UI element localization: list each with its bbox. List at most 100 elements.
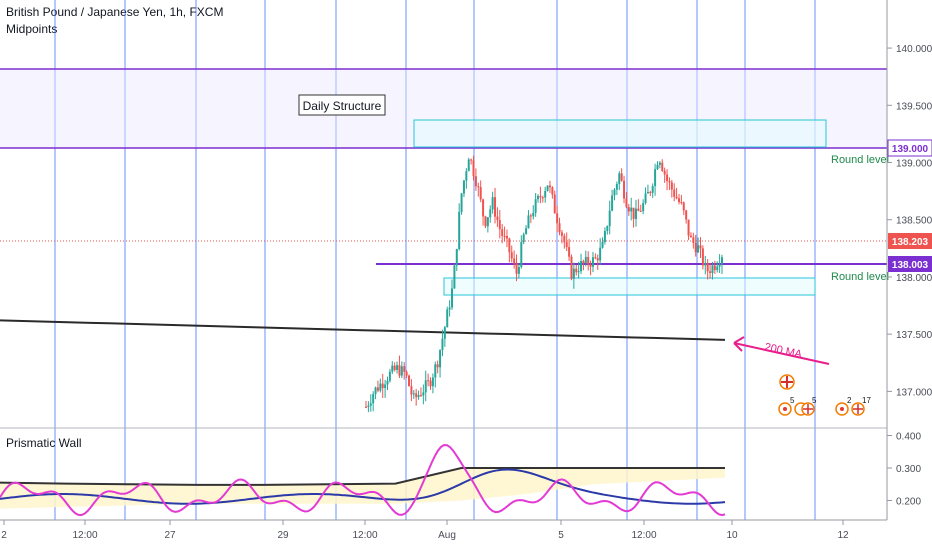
- candle-down: [661, 162, 664, 171]
- candle-down: [670, 182, 673, 190]
- candle-down: [694, 243, 697, 253]
- price-tick-label: 140.000: [896, 44, 932, 55]
- candle-up: [704, 263, 707, 266]
- candle-down: [668, 180, 671, 183]
- candle-up: [489, 209, 492, 218]
- candle-down: [419, 395, 422, 397]
- candle-up: [603, 230, 606, 242]
- lower-zone-box[interactable]: [443, 277, 816, 296]
- candle-down: [427, 380, 430, 382]
- upper-zone-box[interactable]: [413, 119, 827, 148]
- candle-down: [501, 229, 504, 237]
- candle-down: [398, 365, 401, 376]
- candle-up: [584, 256, 587, 263]
- candle-down: [484, 216, 487, 227]
- time-tick-label: 12:00: [72, 530, 97, 541]
- candle-down: [680, 202, 683, 204]
- candle-up: [439, 350, 442, 368]
- candle-down: [713, 265, 716, 271]
- candle-up: [721, 257, 723, 265]
- oscillator-band-top: [0, 467, 725, 486]
- oscillator-fast-line: [0, 443, 726, 517]
- time-tick-label: 12:00: [352, 530, 377, 541]
- candle-down: [632, 207, 635, 219]
- candle-up: [467, 159, 470, 172]
- candle-down: [692, 237, 695, 244]
- time-axis[interactable]: 2 12:00 27 29 12:00 Aug 5 12:00 10 12: [1, 520, 849, 541]
- candle-down: [408, 375, 411, 387]
- candle-up: [618, 173, 621, 185]
- time-tick-label: Aug: [438, 530, 456, 541]
- symbol-title: British Pound / Japanese Yen, 1h, FXCM: [6, 5, 224, 19]
- candle-down: [403, 366, 406, 372]
- candle-down: [474, 176, 477, 187]
- ma200-line: [0, 319, 726, 341]
- candle-down: [596, 258, 599, 261]
- candle-down: [553, 194, 556, 214]
- candle-up: [465, 171, 468, 181]
- candles: [365, 155, 723, 413]
- candle-up: [634, 208, 637, 219]
- candle-up: [611, 195, 614, 211]
- time-tick-label: 10: [726, 530, 738, 541]
- candle-up: [386, 380, 389, 385]
- candle-up: [601, 241, 604, 248]
- candle-up: [532, 212, 535, 217]
- price-tick-label: 139.000: [896, 159, 932, 170]
- candle-down: [472, 160, 475, 177]
- candle-up: [424, 380, 427, 393]
- candle-down: [682, 202, 685, 211]
- price-tick-label: 137.000: [896, 387, 932, 398]
- candle-down: [513, 258, 516, 264]
- candle-down: [663, 170, 666, 175]
- candle-down: [699, 245, 702, 249]
- candle-up: [388, 371, 391, 381]
- last-price-tag: 138.203: [888, 233, 932, 249]
- time-tick-label: 12:00: [631, 530, 656, 541]
- candle-down: [436, 364, 439, 368]
- candle-down: [548, 185, 551, 188]
- candle-up: [599, 247, 602, 261]
- oscillator-band: [0, 468, 725, 509]
- lower-level-tag: 138.003: [888, 256, 932, 272]
- candle-down: [706, 263, 709, 272]
- candle-up: [441, 338, 444, 351]
- candle-up: [718, 264, 721, 267]
- candle-down: [587, 256, 590, 265]
- daily-structure-text: Daily Structure: [303, 99, 382, 113]
- candle-up: [651, 186, 654, 193]
- candle-up: [572, 268, 575, 279]
- candle-down: [477, 186, 480, 188]
- candle-up: [417, 395, 420, 398]
- candle-up: [458, 211, 461, 250]
- candle-down: [515, 263, 518, 274]
- candle-down: [637, 208, 640, 211]
- candle-down: [625, 198, 628, 208]
- oscillator-axis[interactable]: 0.400 0.300 0.200: [887, 432, 921, 508]
- upper-level-tag: 139.000: [887, 139, 932, 157]
- candle-down: [594, 257, 597, 259]
- round-level-lower-label: Round level: [831, 271, 889, 283]
- event-count-d: 17: [862, 396, 871, 405]
- vertical-grid: [54, 0, 816, 520]
- candle-up: [658, 162, 661, 165]
- candle-up: [537, 195, 540, 200]
- candle-down: [393, 365, 396, 370]
- candle-up: [534, 199, 537, 213]
- candle-down: [494, 197, 497, 217]
- candle-up: [379, 383, 382, 391]
- time-tick-label: 5: [558, 530, 564, 541]
- candle-up: [446, 309, 449, 328]
- ma-arrow[interactable]: [733, 336, 830, 365]
- daily-structure-label[interactable]: Daily Structure: [298, 94, 386, 116]
- candle-up: [591, 257, 594, 267]
- price-axis[interactable]: 140.000 139.500 139.000 138.500 138.000 137.5…: [887, 44, 932, 398]
- candle-down: [429, 380, 432, 387]
- candle-up: [525, 228, 528, 235]
- candle-down: [701, 248, 704, 266]
- event-markers[interactable]: 5 5 2 17: [778, 374, 871, 416]
- candle-up: [448, 307, 451, 310]
- candle-down: [582, 260, 585, 263]
- candle-down: [503, 236, 506, 238]
